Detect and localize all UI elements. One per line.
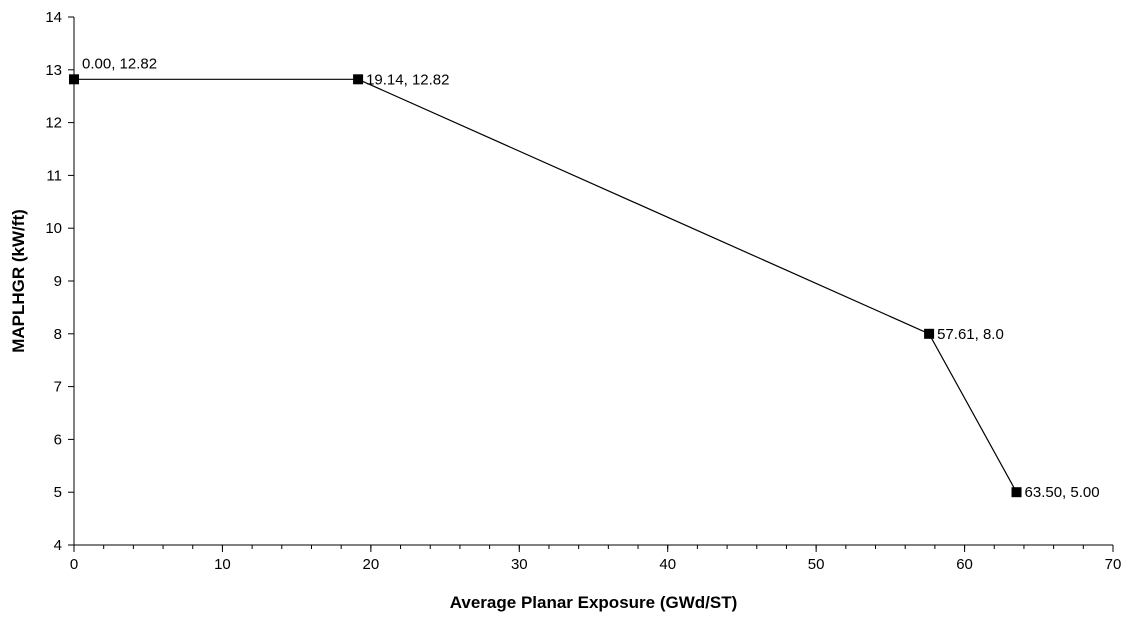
y-tick-label: 14: [45, 9, 62, 26]
x-tick-label: 0: [70, 556, 78, 573]
y-tick-label: 9: [54, 273, 62, 290]
x-tick-label: 10: [214, 556, 231, 573]
y-tick-label: 13: [45, 62, 62, 79]
data-label: 19.14, 12.82: [366, 71, 449, 88]
x-tick-label: 40: [659, 556, 676, 573]
data-point-marker: [924, 328, 935, 339]
y-tick-label: 12: [45, 115, 62, 132]
y-tick-label: 4: [54, 537, 62, 554]
ticks: 4 5 6 7 8 9 10 11 12 13 14 0 10 20 30 40 50 60 70: [45, 9, 1121, 573]
x-axis-title: Average Planar Exposure (GWd/ST): [450, 593, 738, 612]
data-point-marker: [69, 74, 79, 85]
series: 0.00, 12.82 19.14, 12.82 57.61, 8.0 63.50, …: [69, 55, 1100, 501]
y-tick-label: 6: [54, 431, 62, 448]
data-point-marker: [353, 74, 364, 85]
y-tick-label: 5: [54, 484, 62, 501]
x-tick-label: 20: [363, 556, 380, 573]
series-line: [74, 78, 1018, 493]
y-tick-label: 7: [54, 379, 62, 396]
y-tick-label: 11: [46, 167, 62, 184]
data-label: 0.00, 12.82: [82, 55, 157, 72]
x-tick-label: 30: [511, 556, 528, 573]
data-label: 63.50, 5.00: [1025, 484, 1100, 501]
axes: [73, 17, 1113, 546]
y-axis-title: MAPLHGR (kW/ft): [9, 209, 28, 353]
y-tick-label: 10: [45, 220, 62, 237]
y-tick-label: 8: [54, 326, 62, 343]
data-point-marker: [1011, 487, 1022, 498]
data-label: 57.61, 8.0: [937, 326, 1004, 343]
x-tick-label: 70: [1105, 556, 1122, 573]
x-tick-label: 50: [808, 556, 825, 573]
x-tick-label: 60: [956, 556, 973, 573]
